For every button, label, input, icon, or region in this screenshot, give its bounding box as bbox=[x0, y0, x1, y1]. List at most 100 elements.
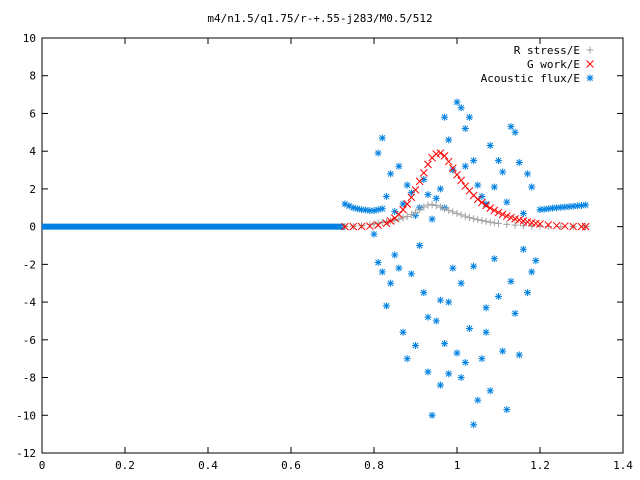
data-point bbox=[453, 98, 461, 106]
marker-stroke bbox=[349, 222, 358, 231]
data-point bbox=[536, 220, 544, 228]
data-point bbox=[395, 162, 403, 170]
data-point bbox=[532, 257, 540, 265]
data-point bbox=[365, 222, 374, 230]
marker-stroke bbox=[371, 231, 377, 238]
data-point bbox=[412, 208, 419, 216]
marker-stroke bbox=[512, 129, 519, 136]
marker-stroke bbox=[495, 157, 502, 164]
data-point bbox=[582, 201, 590, 209]
data-point bbox=[448, 164, 457, 173]
data-point bbox=[349, 222, 358, 231]
data-point bbox=[432, 317, 440, 325]
series-g-work-e bbox=[341, 149, 590, 231]
marker-stroke bbox=[532, 257, 539, 264]
marker-stroke bbox=[437, 382, 444, 389]
marker-stroke bbox=[582, 201, 589, 208]
marker-stroke bbox=[537, 206, 543, 213]
legend-label: Acoustic flux/E bbox=[481, 72, 580, 85]
data-point bbox=[374, 149, 382, 157]
data-point bbox=[382, 302, 390, 310]
data-point bbox=[557, 223, 565, 231]
marker-stroke bbox=[448, 164, 457, 173]
marker-stroke bbox=[371, 207, 377, 214]
marker-stroke bbox=[454, 99, 460, 106]
data-point bbox=[428, 411, 436, 419]
data-point bbox=[503, 220, 511, 228]
x-tick-label: 1.4 bbox=[613, 459, 633, 472]
marker-stroke bbox=[487, 142, 494, 149]
data-point bbox=[386, 217, 395, 225]
marker-stroke bbox=[470, 263, 477, 270]
y-tick-label: 4 bbox=[29, 145, 36, 158]
data-point bbox=[490, 183, 498, 191]
data-point bbox=[561, 222, 569, 230]
marker-stroke bbox=[474, 182, 481, 189]
marker-stroke bbox=[523, 218, 532, 226]
data-point bbox=[507, 213, 515, 222]
marker-stroke bbox=[341, 222, 349, 231]
marker-stroke bbox=[545, 205, 552, 212]
y-tick-label: -2 bbox=[23, 258, 36, 271]
marker-stroke bbox=[561, 222, 569, 230]
data-point bbox=[470, 421, 478, 429]
marker-stroke bbox=[399, 205, 407, 214]
data-point bbox=[366, 221, 374, 229]
marker-stroke bbox=[383, 193, 390, 200]
data-point bbox=[357, 222, 366, 231]
data-point bbox=[399, 200, 407, 208]
axes: 0 0.2 0.4 0.6 0.8 1 1.2 1.4 10 8 6 4 2 0 -2 -4 -6 -8 -10 -1… bbox=[16, 32, 633, 472]
data-point bbox=[382, 219, 391, 228]
marker-stroke bbox=[557, 204, 564, 211]
marker-stroke bbox=[400, 329, 407, 336]
marker-stroke bbox=[478, 193, 485, 200]
data-point bbox=[465, 214, 473, 222]
y-tick-label: -12 bbox=[16, 447, 36, 460]
data-point bbox=[528, 183, 536, 191]
data-point bbox=[486, 387, 494, 395]
marker-stroke bbox=[404, 182, 411, 189]
data-point bbox=[503, 406, 511, 414]
data-point bbox=[473, 195, 482, 204]
data-point bbox=[478, 355, 486, 363]
data-point bbox=[391, 208, 399, 216]
acoustic-flux-zero-band bbox=[42, 223, 345, 230]
data-point bbox=[519, 209, 527, 217]
marker-stroke bbox=[365, 222, 374, 230]
data-point bbox=[507, 277, 515, 285]
marker-stroke bbox=[503, 199, 510, 206]
data-point bbox=[387, 170, 395, 178]
data-point bbox=[478, 198, 486, 207]
marker-stroke bbox=[587, 75, 593, 81]
marker-stroke bbox=[491, 255, 498, 262]
data-point bbox=[461, 358, 469, 366]
data-point bbox=[453, 349, 461, 357]
marker-stroke bbox=[516, 351, 523, 358]
data-point bbox=[453, 170, 461, 179]
marker-stroke bbox=[482, 201, 490, 210]
data-point bbox=[428, 200, 436, 208]
data-point bbox=[416, 242, 424, 249]
marker-stroke bbox=[420, 176, 427, 183]
plot-frame bbox=[41, 37, 624, 454]
data-point bbox=[432, 202, 440, 210]
x-tick-label: 0 bbox=[39, 459, 46, 472]
y-tick-label: 6 bbox=[29, 107, 36, 120]
data-point bbox=[457, 104, 465, 112]
data-point bbox=[478, 192, 486, 200]
data-point bbox=[449, 208, 457, 216]
data-point bbox=[441, 205, 449, 213]
marker-stroke bbox=[387, 170, 394, 177]
marker-stroke bbox=[424, 191, 431, 198]
data-point bbox=[511, 128, 519, 136]
marker-stroke bbox=[379, 134, 386, 141]
x-tick-label: 0.4 bbox=[198, 459, 218, 472]
data-point bbox=[503, 198, 511, 206]
marker-stroke bbox=[429, 216, 436, 223]
data-point bbox=[453, 209, 461, 217]
data-point bbox=[519, 222, 527, 230]
data-point bbox=[515, 351, 523, 359]
data-point bbox=[445, 206, 453, 214]
marker-stroke bbox=[374, 221, 383, 229]
